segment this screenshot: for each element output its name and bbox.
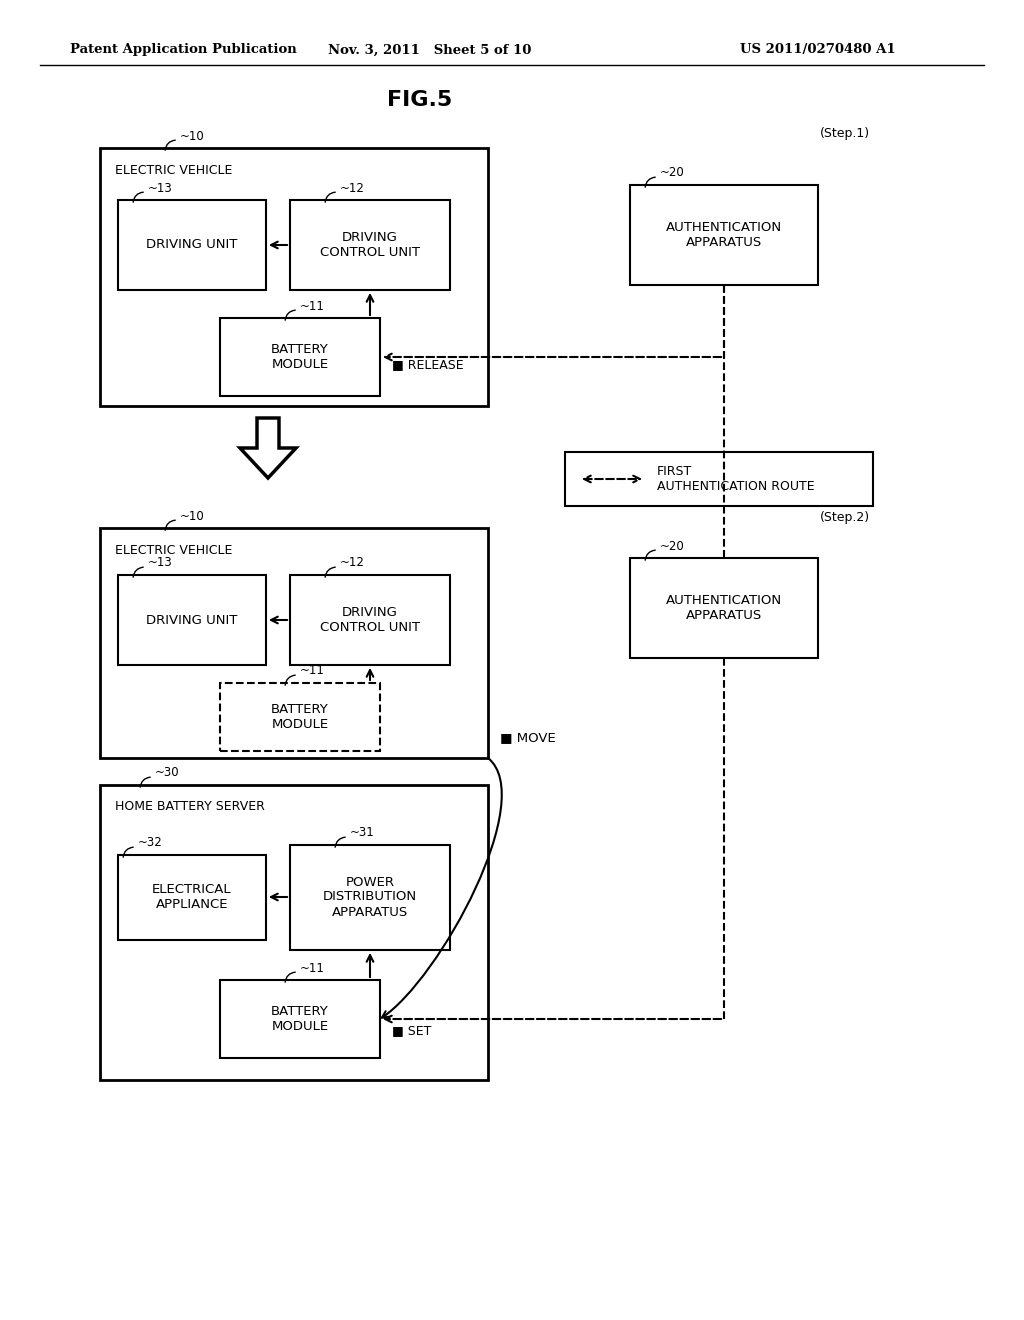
Bar (290, 845, 450, 950)
Text: Patent Application Publication: Patent Application Publication (70, 44, 297, 57)
Text: ~31: ~31 (350, 826, 375, 840)
Text: ~20: ~20 (660, 540, 685, 553)
Bar (565, 451, 873, 506)
Bar (100, 785, 488, 1080)
Text: ~11: ~11 (300, 961, 325, 974)
Bar (630, 558, 818, 657)
Bar (220, 682, 380, 751)
Text: AUTHENTICATION
APPARATUS: AUTHENTICATION APPARATUS (666, 220, 782, 249)
Bar (118, 855, 266, 940)
Bar (220, 979, 380, 1059)
Text: ELECTRICAL
APPLIANCE: ELECTRICAL APPLIANCE (153, 883, 231, 911)
Text: DRIVING UNIT: DRIVING UNIT (146, 614, 238, 627)
Bar (118, 201, 266, 290)
Text: BATTERY
MODULE: BATTERY MODULE (271, 704, 329, 731)
Bar (100, 528, 488, 758)
Text: Nov. 3, 2011   Sheet 5 of 10: Nov. 3, 2011 Sheet 5 of 10 (329, 44, 531, 57)
Bar (118, 576, 266, 665)
Bar (290, 201, 450, 290)
Bar (220, 318, 380, 396)
Text: DRIVING
CONTROL UNIT: DRIVING CONTROL UNIT (319, 606, 420, 634)
Text: (Step.1): (Step.1) (820, 127, 870, 140)
Bar (630, 185, 818, 285)
Text: ~10: ~10 (180, 510, 205, 523)
Text: FIG.5: FIG.5 (387, 90, 453, 110)
Text: (Step.2): (Step.2) (820, 511, 870, 524)
Text: ~10: ~10 (180, 129, 205, 143)
Text: ■ RELEASE: ■ RELEASE (392, 359, 464, 371)
Text: ELECTRIC VEHICLE: ELECTRIC VEHICLE (115, 544, 232, 557)
Text: POWER
DISTRIBUTION
APPARATUS: POWER DISTRIBUTION APPARATUS (323, 875, 417, 919)
Text: ~12: ~12 (340, 557, 365, 569)
Bar (290, 576, 450, 665)
Text: BATTERY
MODULE: BATTERY MODULE (271, 1005, 329, 1034)
FancyArrowPatch shape (382, 758, 502, 1018)
Polygon shape (240, 418, 296, 478)
Text: ~32: ~32 (138, 837, 163, 850)
Text: ■ SET: ■ SET (392, 1024, 431, 1038)
Text: DRIVING UNIT: DRIVING UNIT (146, 239, 238, 252)
Text: ELECTRIC VEHICLE: ELECTRIC VEHICLE (115, 164, 232, 177)
Text: US 2011/0270480 A1: US 2011/0270480 A1 (740, 44, 896, 57)
Text: ~20: ~20 (660, 166, 685, 180)
Text: ■ MOVE: ■ MOVE (500, 731, 556, 744)
Text: ~13: ~13 (148, 557, 173, 569)
Text: FIRST
AUTHENTICATION ROUTE: FIRST AUTHENTICATION ROUTE (657, 465, 815, 492)
Text: ~12: ~12 (340, 181, 365, 194)
Text: ~30: ~30 (155, 767, 179, 780)
Text: ~11: ~11 (300, 300, 325, 313)
Text: AUTHENTICATION
APPARATUS: AUTHENTICATION APPARATUS (666, 594, 782, 622)
Bar (100, 148, 488, 407)
Text: BATTERY
MODULE: BATTERY MODULE (271, 343, 329, 371)
Text: ~13: ~13 (148, 181, 173, 194)
Text: HOME BATTERY SERVER: HOME BATTERY SERVER (115, 800, 265, 813)
Text: DRIVING
CONTROL UNIT: DRIVING CONTROL UNIT (319, 231, 420, 259)
Text: ~11: ~11 (300, 664, 325, 677)
